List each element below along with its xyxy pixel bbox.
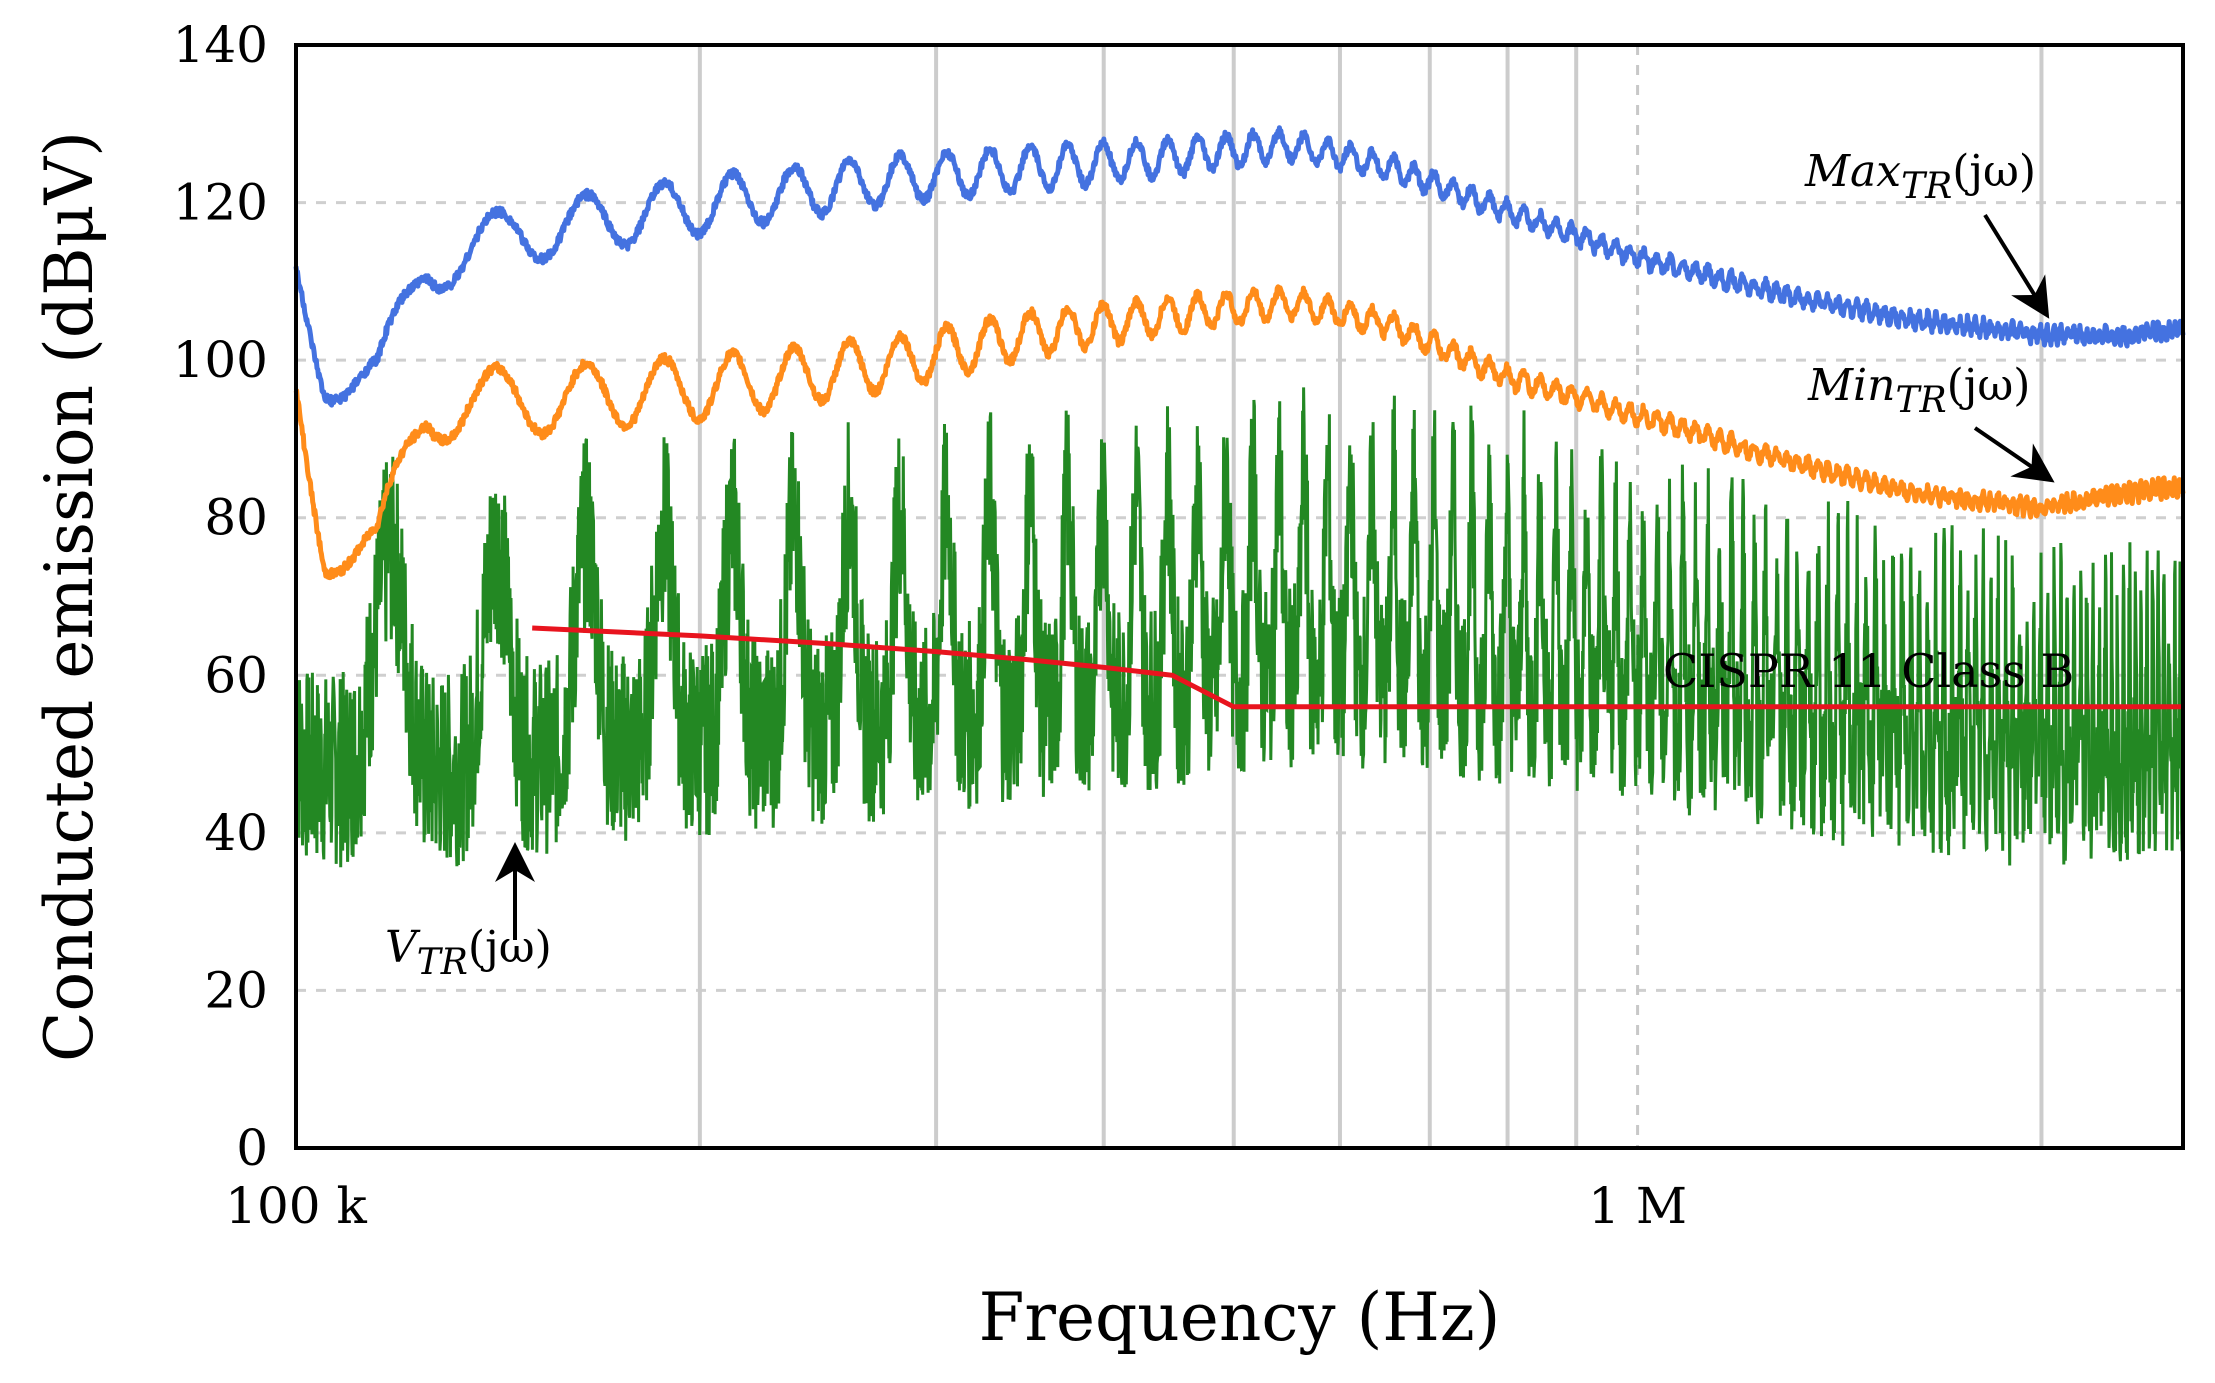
y-tick-label: 120 [173,174,268,232]
min-tr-label: MinTR(jω) [1807,360,2030,421]
v-tr-label-base: V [385,922,421,973]
series-layer [293,125,2186,868]
max-tr-series [293,125,2186,408]
min-tr-label-sub: TR [1895,380,1946,421]
y-tick-label: 40 [204,804,268,862]
min-tr-label-base: Min [1807,360,1895,411]
v-tr-label-func: (jω) [468,922,552,973]
max-tr-label-base: Max [1804,146,1901,197]
y-tick-label: 100 [173,331,268,389]
min-tr-arrow [1973,426,2055,483]
y-tick-label: 0 [236,1119,268,1177]
x-tick-labels: 100 k 1 M [225,1177,1687,1235]
plot-frame [294,43,2185,1150]
y-axis-title: Conducted emission (dBμV) [31,131,108,1062]
y-tick-labels: 0 20 40 60 80 100 120 140 [173,16,268,1177]
cispr-limit-series [532,625,2183,710]
v-tr-label: VTR(jω) [385,922,552,983]
x-axis-title: Frequency (Hz) [979,1279,1501,1356]
v-tr-label-sub: TR [417,942,468,983]
min-tr-series [293,284,2186,581]
y-tick-label: 60 [204,646,268,704]
x-tick-label: 100 k [225,1177,367,1235]
cispr-limit-label: CISPR 11 Class B [1663,644,2074,698]
max-tr-label-func: (jω) [1952,146,2036,197]
y-tick-label: 20 [204,961,268,1019]
v-tr-series [294,387,2185,868]
max-tr-label-sub: TR [1901,166,1952,207]
min-tr-label-func: (jω) [1947,360,2031,411]
max-tr-label: MaxTR(jω) [1804,146,2036,207]
x-tick-label: 1 M [1588,1177,1687,1235]
y-tick-label: 80 [204,489,268,547]
y-tick-label: 140 [173,16,268,74]
max-tr-arrow [1983,213,2050,319]
